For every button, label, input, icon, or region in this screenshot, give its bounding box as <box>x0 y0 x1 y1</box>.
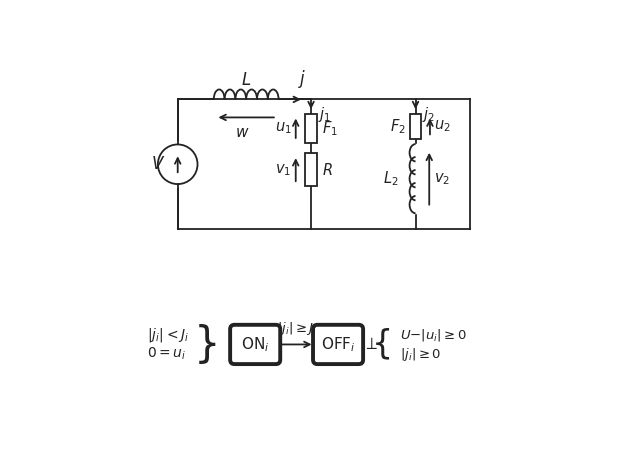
Text: $j$: $j$ <box>298 68 306 90</box>
Text: $v_2$: $v_2$ <box>433 171 450 187</box>
Text: $0{=}u_i$: $0{=}u_i$ <box>147 345 187 362</box>
Text: $F_1$: $F_1$ <box>322 119 338 138</box>
Text: $F_2$: $F_2$ <box>390 117 406 136</box>
Text: $\mathrm{ON}_i$: $\mathrm{ON}_i$ <box>241 335 269 354</box>
Text: $R$: $R$ <box>322 161 332 178</box>
Text: $L_2$: $L_2$ <box>382 169 398 188</box>
Text: $U{-}|u_i|\geq 0$: $U{-}|u_i|\geq 0$ <box>400 327 467 343</box>
Text: $j_1$: $j_1$ <box>318 105 331 124</box>
Text: $w$: $w$ <box>236 124 250 139</box>
Bar <box>410 114 421 139</box>
Text: $j_2$: $j_2$ <box>422 105 435 124</box>
Text: $L$: $L$ <box>241 71 251 89</box>
Text: $\{$: $\{$ <box>371 327 390 362</box>
Bar <box>305 114 317 143</box>
Text: $V$: $V$ <box>151 155 165 173</box>
Text: $v_1$: $v_1$ <box>275 162 291 177</box>
Text: $|j_i|\geq J_i$: $|j_i|\geq J_i$ <box>276 320 317 337</box>
Text: $u_1$: $u_1$ <box>274 120 291 136</box>
Text: $\perp$: $\perp$ <box>362 336 377 353</box>
Text: $\mathrm{OFF}_i$: $\mathrm{OFF}_i$ <box>321 335 355 354</box>
Text: $|j_i|<J_i$: $|j_i|<J_i$ <box>147 326 189 344</box>
Bar <box>305 154 317 186</box>
Text: $|j_i|\geq 0$: $|j_i|\geq 0$ <box>400 346 441 363</box>
Text: $u_2$: $u_2$ <box>435 118 451 134</box>
Text: $\}$: $\}$ <box>193 322 217 366</box>
